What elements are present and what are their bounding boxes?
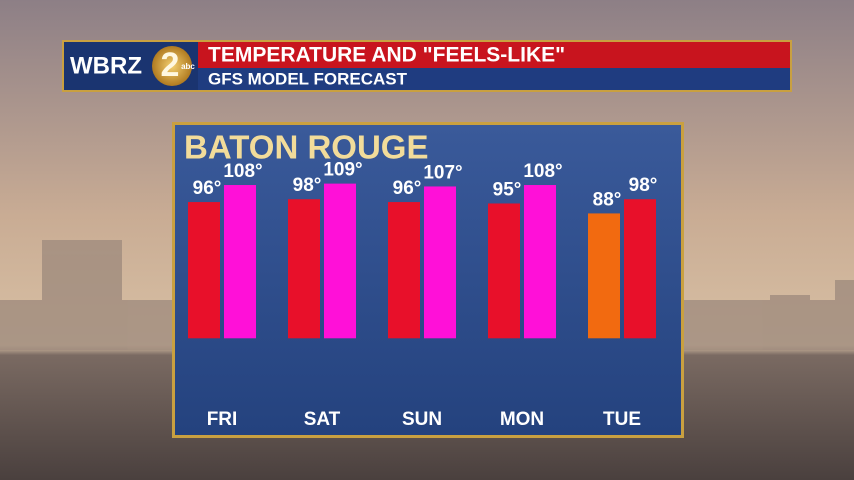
value-label: 96°	[193, 178, 222, 199]
header-subtitle: GFS MODEL FORECAST	[208, 69, 408, 88]
value-label: 88°	[593, 189, 622, 210]
bar	[524, 185, 556, 339]
logo: WBRZ	[70, 52, 142, 79]
bar	[488, 203, 520, 339]
header-title: TEMPERATURE AND "FEELS-LIKE"	[208, 44, 565, 67]
skyline	[0, 240, 854, 350]
logo-channel: 2	[161, 46, 180, 84]
x-tick-label: FRI	[207, 409, 238, 430]
bar	[224, 185, 256, 339]
value-label: 108°	[223, 161, 262, 182]
value-label: 107°	[423, 162, 462, 183]
bar	[288, 199, 320, 339]
logo-circle	[152, 46, 192, 86]
value-label: 96°	[393, 178, 422, 199]
x-tick-label: SAT	[304, 409, 341, 430]
bar	[588, 213, 620, 339]
bar	[324, 183, 356, 339]
x-tick-label: TUE	[603, 409, 641, 430]
value-label: 98°	[629, 175, 658, 196]
x-tick-label: SUN	[402, 409, 442, 430]
value-label: 108°	[523, 161, 562, 182]
bar	[388, 202, 420, 339]
value-label: 95°	[493, 179, 522, 200]
x-tick-label: MON	[500, 409, 544, 430]
banner-bottom	[64, 68, 790, 90]
value-label: 98°	[293, 175, 322, 196]
bar	[424, 186, 456, 339]
chart-title: BATON ROUGE	[184, 129, 428, 166]
logo-network: abc	[181, 62, 195, 71]
bar	[624, 199, 656, 339]
value-label: 109°	[323, 160, 362, 181]
bar	[188, 202, 220, 339]
